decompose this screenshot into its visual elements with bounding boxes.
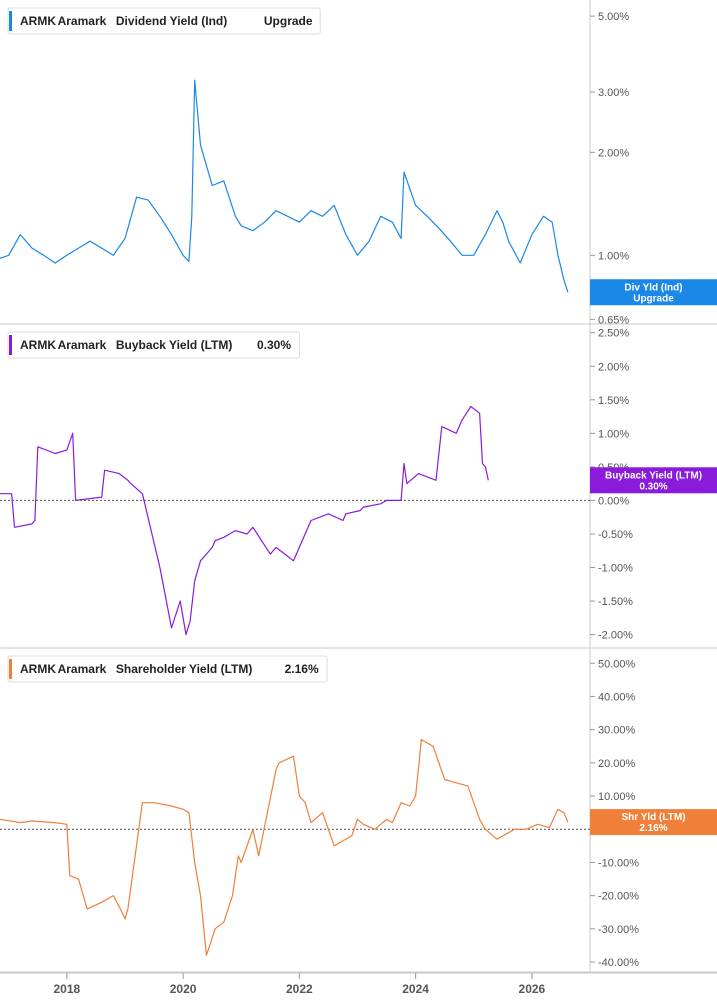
y-tick-label: 0.00%	[598, 495, 629, 507]
legend-value: 2.16%	[285, 662, 319, 676]
y-tick-label: 20.00%	[598, 758, 636, 770]
x-tick-label: 2024	[402, 982, 429, 996]
x-tick-label: 2022	[286, 982, 313, 996]
legend-metric: Buyback Yield (LTM)	[116, 338, 232, 352]
y-tick-label: 0.65%	[598, 314, 629, 326]
series-end-tag-name: Buyback Yield (LTM)	[605, 470, 702, 481]
y-tick-label: 2.50%	[598, 328, 629, 340]
y-tick-label: 50.00%	[598, 658, 636, 670]
legend-ticker: ARMK	[20, 338, 56, 352]
series-end-tag-value: 2.16%	[639, 823, 667, 834]
legend-value: 0.30%	[257, 338, 291, 352]
y-tick-label: -10.00%	[598, 857, 639, 869]
legend-color-swatch	[9, 335, 12, 355]
series-line-1	[0, 405, 489, 636]
series-line-0	[0, 79, 569, 293]
series-end-tag	[590, 279, 717, 306]
legend-box	[7, 7, 321, 35]
y-tick-label: -1.00%	[598, 563, 633, 575]
y-tick-label: -0.50%	[598, 529, 633, 541]
series-end-tag	[590, 467, 717, 494]
legend-company: Aramark	[58, 338, 107, 352]
legend-color-swatch	[9, 659, 12, 679]
legend-company: Aramark	[58, 14, 107, 28]
legend-metric: Shareholder Yield (LTM)	[116, 662, 252, 676]
y-tick-label: -40.00%	[598, 957, 639, 969]
x-tick-label: 2018	[53, 982, 80, 996]
y-tick-label: -20.00%	[598, 891, 639, 903]
series-end-tag-value: 0.30%	[639, 481, 667, 492]
legend-company: Aramark	[58, 662, 107, 676]
y-tick-label: 10.00%	[598, 791, 636, 803]
y-tick-label: 2.00%	[598, 361, 629, 373]
series-end-tag	[590, 809, 717, 836]
legend-color-swatch	[9, 11, 12, 31]
x-tick-label: 2026	[519, 982, 546, 996]
series-line-2	[0, 738, 569, 957]
y-tick-label: -2.00%	[598, 630, 633, 642]
y-tick-label: 1.00%	[598, 250, 629, 262]
y-tick-label: 2.00%	[598, 147, 629, 159]
y-tick-label: 30.00%	[598, 725, 636, 737]
legend-value: Upgrade	[264, 14, 313, 28]
legend-box	[7, 655, 328, 683]
x-tick-label: 2020	[170, 982, 197, 996]
legend-metric: Dividend Yield (Ind)	[116, 14, 227, 28]
series-end-tag-name: Div Yld (Ind)	[624, 282, 682, 293]
legend-ticker: ARMK	[20, 14, 56, 28]
legend-box	[7, 331, 300, 359]
y-tick-label: 1.00%	[598, 428, 629, 440]
legend-ticker: ARMK	[20, 662, 56, 676]
y-tick-label: 1.50%	[598, 395, 629, 407]
y-tick-label: 40.00%	[598, 691, 636, 703]
series-end-tag-value: Upgrade	[633, 293, 674, 304]
y-tick-label: 3.00%	[598, 87, 629, 99]
series-end-tag-name: Shr Yld (LTM)	[621, 812, 685, 823]
y-tick-label: -30.00%	[598, 924, 639, 936]
y-tick-label: 5.00%	[598, 11, 629, 23]
y-tick-label: -1.50%	[598, 596, 633, 608]
